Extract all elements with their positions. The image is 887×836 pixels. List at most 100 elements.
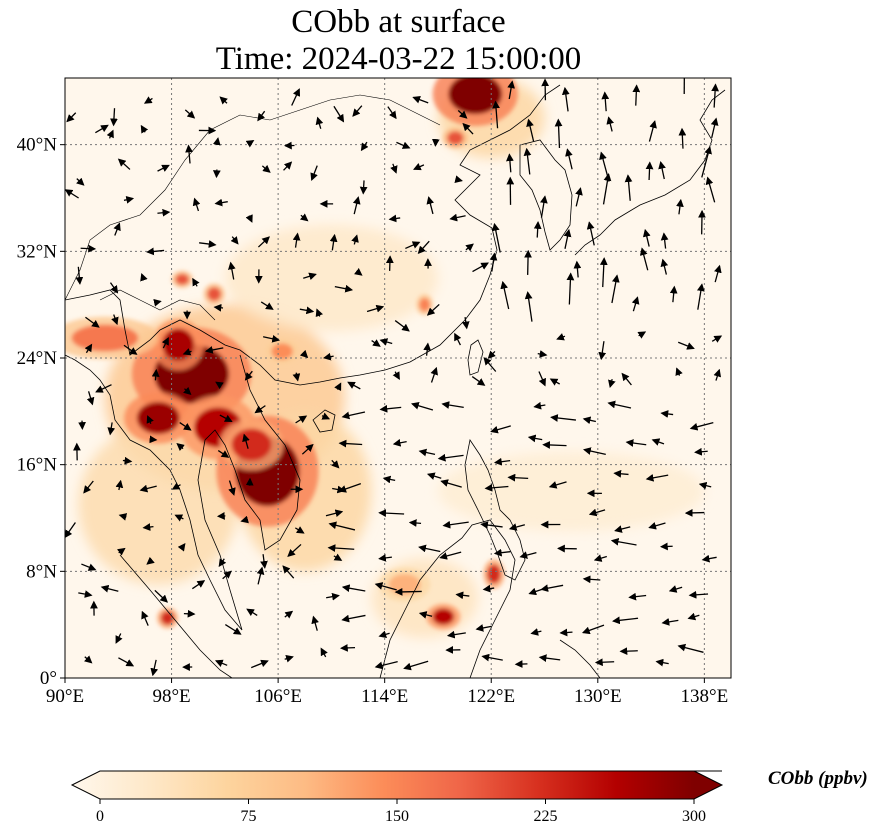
- wind-arrow: [599, 257, 608, 288]
- longitude-tick-label: 130°E: [574, 686, 622, 707]
- wind-arrow: [85, 316, 100, 328]
- wind-arrow: [549, 378, 561, 386]
- wind-arrow: [75, 266, 84, 285]
- wind-arrow: [561, 86, 570, 112]
- wind-arrow: [660, 258, 669, 275]
- wind-arrow: [612, 616, 639, 625]
- wind-arrow: [410, 401, 434, 411]
- wind-arrow: [694, 447, 708, 456]
- japan-coast: [574, 89, 726, 256]
- wind-arrow: [491, 222, 501, 253]
- wind-arrow: [390, 163, 398, 174]
- wind-arrow: [78, 590, 93, 598]
- colorbar-label: CObb (ppbv): [768, 768, 868, 789]
- wind-arrow: [484, 483, 509, 492]
- wind-arrow: [530, 628, 542, 636]
- wind-arrow: [76, 177, 85, 186]
- wind-arrow: [153, 298, 162, 307]
- latitude-ticks: 0° 8°N 16°N 24°N 32°N 40°N: [17, 135, 65, 689]
- wind-arrow: [441, 401, 464, 409]
- wind-arrow: [668, 585, 683, 593]
- wind-arrow: [583, 447, 606, 455]
- wind-arrow: [439, 551, 462, 560]
- wind-arrow: [222, 570, 232, 580]
- wind-arrow: [648, 120, 657, 142]
- wind-arrow: [625, 439, 647, 447]
- graticule: [65, 78, 731, 678]
- wind-arrow: [311, 615, 319, 631]
- wind-arrow: [295, 415, 308, 424]
- cobb-hotspot: [448, 78, 502, 114]
- wind-arrow: [192, 197, 201, 212]
- colorbar-ticks: 0 75 150 225 300: [96, 799, 706, 825]
- wind-arrow: [540, 195, 548, 218]
- wind-arrow: [115, 479, 124, 491]
- wind-arrow: [689, 421, 714, 431]
- wind-arrow: [582, 416, 596, 425]
- wind-arrow: [628, 592, 647, 601]
- wind-arrow: [538, 654, 561, 662]
- wind-arrow: [461, 316, 470, 330]
- wind-arrow: [182, 348, 192, 356]
- wind-arrow: [299, 213, 309, 222]
- wind-arrow: [613, 469, 629, 478]
- wind-arrow: [675, 367, 683, 376]
- wind-arrow: [219, 414, 233, 422]
- wind-arrow: [66, 112, 77, 123]
- wind-arrow: [192, 277, 200, 287]
- wind-arrow: [519, 551, 537, 559]
- wind-arrow: [602, 172, 612, 205]
- wind-arrow: [599, 151, 610, 182]
- wind-arrow: [123, 344, 138, 355]
- wind-arrow: [292, 372, 301, 382]
- wind-arrow: [483, 357, 497, 372]
- wind-arrow: [418, 448, 436, 457]
- wind-arrow: [698, 481, 712, 490]
- wind-arrow: [334, 284, 354, 293]
- wind-arrow: [146, 415, 154, 425]
- wind-arrow: [482, 584, 495, 593]
- wind-arrow: [472, 262, 489, 273]
- wind-arrow: [542, 441, 567, 449]
- wind-arrow: [217, 450, 230, 458]
- wind-arrow: [418, 611, 433, 619]
- wind-arrow: [254, 405, 266, 414]
- wind-arrow: [179, 422, 192, 431]
- wind-arrow: [282, 565, 295, 579]
- wind-arrow: [378, 630, 390, 639]
- colorbar-outline: [70, 770, 724, 800]
- latitude-tick-label: 40°N: [17, 135, 58, 156]
- colorbar-body: [72, 771, 694, 799]
- wind-arrow: [283, 161, 293, 171]
- wind-arrow: [352, 196, 361, 215]
- wind-arrow: [262, 334, 281, 343]
- wind-arrow: [340, 644, 356, 652]
- cobb-hotspot: [447, 131, 464, 145]
- wind-arrow: [176, 442, 185, 451]
- wind-arrow: [107, 422, 116, 436]
- wind-arrow: [174, 514, 184, 522]
- wind-arrow: [117, 547, 126, 556]
- wind-arrow: [658, 160, 666, 180]
- colorbar-tick-label: 300: [682, 808, 706, 825]
- wind-arrow: [331, 459, 340, 469]
- wind-arrow: [575, 187, 583, 207]
- wind-arrow: [677, 643, 704, 653]
- wind-arrow: [256, 566, 265, 585]
- wind-arrow: [142, 523, 154, 531]
- wind-arrow: [426, 472, 442, 480]
- wind-arrow: [184, 109, 196, 119]
- wind-arrow: [287, 543, 302, 558]
- wind-arrow: [548, 481, 567, 489]
- wind-arrow: [554, 118, 563, 149]
- colorbar-tick-label: 0: [96, 808, 104, 825]
- wind-arrow: [230, 236, 239, 245]
- wind-arrow: [642, 228, 651, 247]
- wind-arrow: [191, 580, 206, 590]
- wind-arrow: [614, 525, 631, 533]
- longitude-tick-label: 98°E: [152, 686, 190, 707]
- longitude-tick-label: 114°E: [361, 686, 408, 707]
- wind-arrow: [219, 96, 228, 105]
- wind-arrow: [430, 366, 438, 383]
- wind-arrow: [284, 654, 294, 663]
